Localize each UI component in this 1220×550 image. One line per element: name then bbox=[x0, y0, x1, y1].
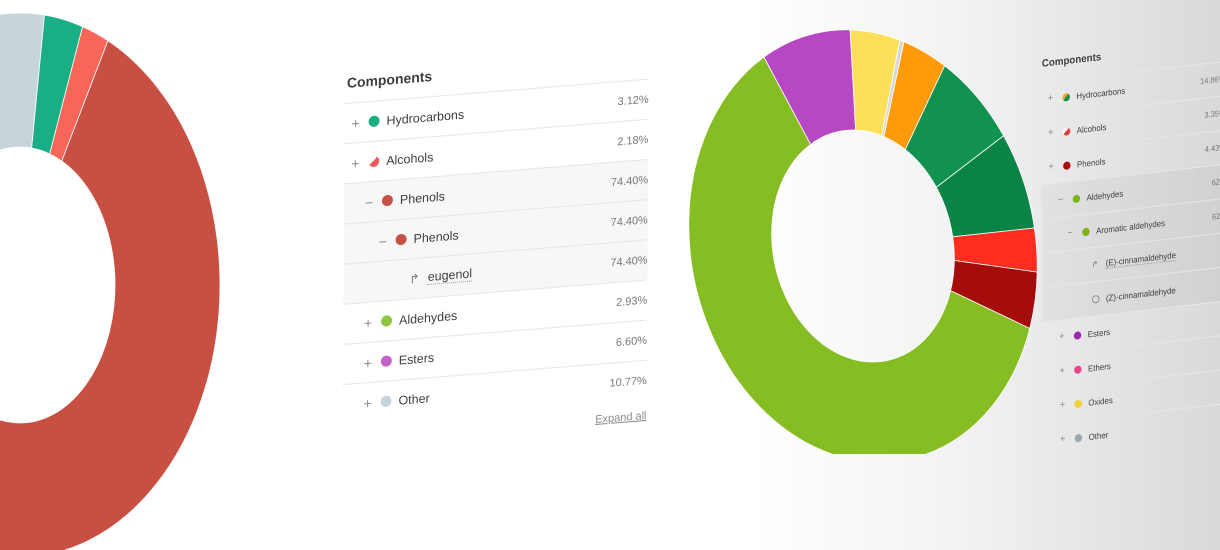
expand-icon[interactable]: + bbox=[1059, 365, 1065, 377]
components-panel-left: Components + Hydrocarbons 3.12% + Alcohols 2.… bbox=[342, 51, 649, 447]
collapse-icon[interactable]: − bbox=[378, 232, 387, 250]
component-label: Ethers bbox=[1087, 360, 1111, 374]
color-dot-icon bbox=[1062, 92, 1070, 102]
donut-svg-right bbox=[685, 15, 1040, 454]
color-dot-icon bbox=[1072, 193, 1081, 203]
collapse-icon[interactable]: − bbox=[1057, 194, 1064, 206]
component-label: Alcohols bbox=[1076, 121, 1107, 135]
expand-icon[interactable]: + bbox=[351, 154, 360, 172]
color-dot-icon bbox=[381, 194, 393, 207]
component-label: Hydrocarbons bbox=[386, 107, 465, 128]
component-percent: 2.93% bbox=[616, 293, 648, 309]
empty-circle-icon bbox=[1092, 294, 1100, 304]
donut-chart-right bbox=[685, 14, 1040, 454]
forward-arrow-icon: ↱ bbox=[1091, 258, 1099, 270]
donut-chart-left bbox=[0, 0, 335, 550]
collapse-icon[interactable]: − bbox=[1067, 227, 1073, 240]
donut-slice-phenols[interactable] bbox=[0, 40, 221, 550]
component-percent: 62.5 bbox=[1211, 210, 1220, 222]
component-label: Hydrocarbons bbox=[1076, 85, 1126, 101]
color-dot-icon bbox=[381, 314, 393, 327]
component-percent: 3.12% bbox=[617, 93, 649, 108]
color-dot-icon bbox=[1074, 364, 1082, 374]
color-dot-icon bbox=[1063, 160, 1071, 170]
expand-icon[interactable]: + bbox=[363, 354, 373, 371]
component-label: Aldehydes bbox=[1086, 187, 1124, 203]
color-dot-icon bbox=[368, 115, 380, 128]
component-label: Aromatic aldehydes bbox=[1096, 217, 1166, 236]
component-label: eugenol bbox=[427, 266, 473, 286]
component-label: Aldehydes bbox=[399, 308, 458, 327]
components-list: + Hydrocarbons 3.12% + Alcohols 2.18% − Phenols… bbox=[342, 78, 649, 425]
component-label: Other bbox=[398, 390, 430, 408]
color-dot-icon bbox=[1073, 330, 1082, 340]
color-dot-icon bbox=[380, 395, 392, 408]
component-label: Phenols bbox=[1076, 155, 1106, 170]
expand-icon[interactable]: + bbox=[363, 394, 372, 412]
donut-svg-left bbox=[0, 12, 221, 550]
expand-icon[interactable]: + bbox=[1047, 92, 1054, 105]
component-label: Alcohols bbox=[386, 149, 434, 168]
expand-icon[interactable]: + bbox=[1059, 399, 1066, 412]
component-label: (Z)-cinnamaldehyde bbox=[1105, 284, 1176, 303]
component-percent: 74.40% bbox=[610, 253, 648, 269]
component-label: Phenols bbox=[413, 227, 459, 246]
expand-icon[interactable]: + bbox=[1048, 126, 1054, 139]
color-dot-icon bbox=[1062, 126, 1071, 136]
component-label: (E)-cinnamaldehyde bbox=[1105, 249, 1177, 269]
component-label: Phenols bbox=[399, 188, 446, 207]
donut-slices bbox=[685, 15, 1040, 454]
donut-slice-other[interactable] bbox=[865, 35, 959, 154]
components-list: + Hydrocarbons 14.86% + Alcohols 3.35% + Phenol… bbox=[1040, 61, 1220, 459]
component-label: Esters bbox=[1087, 326, 1111, 339]
expand-icon[interactable]: + bbox=[1059, 330, 1065, 343]
forward-arrow-icon: ↱ bbox=[409, 271, 420, 287]
donut-slice-aldehydes[interactable] bbox=[685, 15, 1040, 454]
color-dot-icon bbox=[368, 155, 380, 168]
component-label: Oxides bbox=[1088, 394, 1113, 408]
donut-slices bbox=[0, 12, 221, 550]
component-label: Other bbox=[1088, 429, 1109, 442]
components-panel-right: Components + Hydrocarbons 14.86% + Alcohols 3… bbox=[1040, 37, 1220, 459]
component-label: Esters bbox=[398, 350, 435, 368]
color-dot-icon bbox=[395, 233, 407, 246]
component-percent: 74.40% bbox=[610, 173, 649, 189]
expand-icon[interactable]: + bbox=[1048, 161, 1054, 173]
component-percent: 14.86% bbox=[1200, 74, 1220, 87]
color-dot-icon bbox=[1074, 398, 1082, 408]
component-percent: 3.35% bbox=[1204, 108, 1220, 120]
donut-slice-other[interactable] bbox=[0, 12, 45, 168]
expand-icon[interactable]: + bbox=[1060, 433, 1066, 446]
component-percent: 10.77% bbox=[609, 374, 647, 390]
expand-icon[interactable]: + bbox=[351, 114, 360, 132]
color-dot-icon bbox=[1074, 433, 1083, 443]
expand-icon[interactable]: + bbox=[364, 314, 373, 331]
component-percent: 62.5 bbox=[1211, 176, 1220, 188]
component-percent: 6.60% bbox=[615, 334, 648, 349]
color-dot-icon bbox=[1082, 226, 1090, 236]
component-percent: 74.40% bbox=[610, 213, 648, 229]
color-dot-icon bbox=[380, 355, 392, 368]
component-percent: 4.43% bbox=[1204, 142, 1220, 154]
collapse-icon[interactable]: − bbox=[364, 193, 374, 211]
component-percent: 2.18% bbox=[617, 133, 649, 148]
